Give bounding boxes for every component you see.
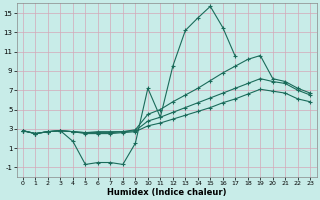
X-axis label: Humidex (Indice chaleur): Humidex (Indice chaleur) [107,188,226,197]
